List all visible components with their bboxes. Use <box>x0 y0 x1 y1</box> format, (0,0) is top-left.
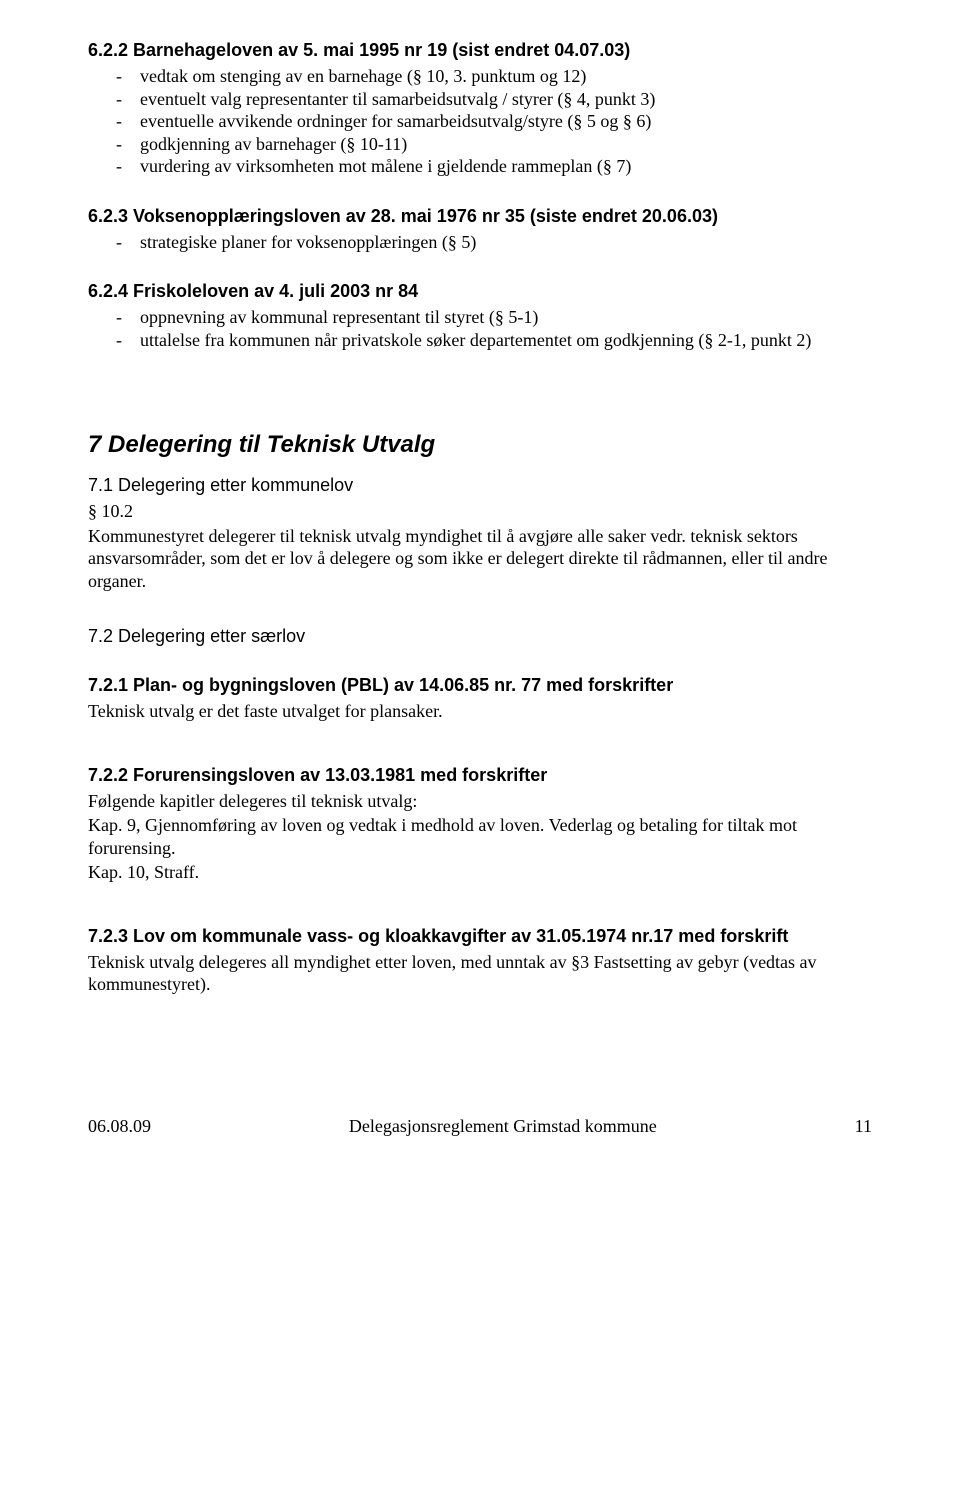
footer-title: Delegasjonsreglement Grimstad kommune <box>349 1116 657 1137</box>
footer-page-number: 11 <box>855 1116 872 1137</box>
list-6-2-4: oppnevning av kommunal representant til … <box>88 306 872 351</box>
heading-7: 7 Delegering til Teknisk Utvalg <box>88 431 872 459</box>
list-item: oppnevning av kommunal representant til … <box>88 306 872 329</box>
footer-date: 06.08.09 <box>88 1116 151 1137</box>
list-item: eventuelle avvikende ordninger for samar… <box>88 110 872 133</box>
heading-7-2: 7.2 Delegering etter særlov <box>88 626 872 647</box>
para-7-1-ref: § 10.2 <box>88 500 872 523</box>
para-7-1-body: Kommunestyret delegerer til teknisk utva… <box>88 525 872 593</box>
para-7-2-3: Teknisk utvalg delegeres all myndighet e… <box>88 951 872 996</box>
heading-6-2-2: 6.2.2 Barnehageloven av 5. mai 1995 nr 1… <box>88 40 872 61</box>
list-item: eventuelt valg representanter til samarb… <box>88 88 872 111</box>
heading-7-2-3: 7.2.3 Lov om kommunale vass- og kloakkav… <box>88 926 872 947</box>
list-item: strategiske planer for voksenopplæringen… <box>88 231 872 254</box>
list-item: godkjenning av barnehager (§ 10-11) <box>88 133 872 156</box>
para-7-2-2-b: Kap. 9, Gjennomføring av loven og vedtak… <box>88 814 872 859</box>
heading-7-1: 7.1 Delegering etter kommunelov <box>88 475 872 496</box>
para-7-2-1: Teknisk utvalg er det faste utvalget for… <box>88 700 872 723</box>
heading-6-2-4: 6.2.4 Friskoleloven av 4. juli 2003 nr 8… <box>88 281 872 302</box>
para-7-2-2-a: Følgende kapitler delegeres til teknisk … <box>88 790 872 813</box>
list-6-2-2: vedtak om stenging av en barnehage (§ 10… <box>88 65 872 178</box>
heading-7-2-2: 7.2.2 Forurensingsloven av 13.03.1981 me… <box>88 765 872 786</box>
list-item: vedtak om stenging av en barnehage (§ 10… <box>88 65 872 88</box>
list-item: uttalelse fra kommunen når privatskole s… <box>88 329 872 352</box>
list-6-2-3: strategiske planer for voksenopplæringen… <box>88 231 872 254</box>
heading-7-2-1: 7.2.1 Plan- og bygningsloven (PBL) av 14… <box>88 675 872 696</box>
para-7-2-2-c: Kap. 10, Straff. <box>88 861 872 884</box>
list-item: vurdering av virksomheten mot målene i g… <box>88 155 872 178</box>
heading-6-2-3: 6.2.3 Voksenopplæringsloven av 28. mai 1… <box>88 206 872 227</box>
page-footer: 06.08.09 Delegasjonsreglement Grimstad k… <box>88 1116 872 1137</box>
